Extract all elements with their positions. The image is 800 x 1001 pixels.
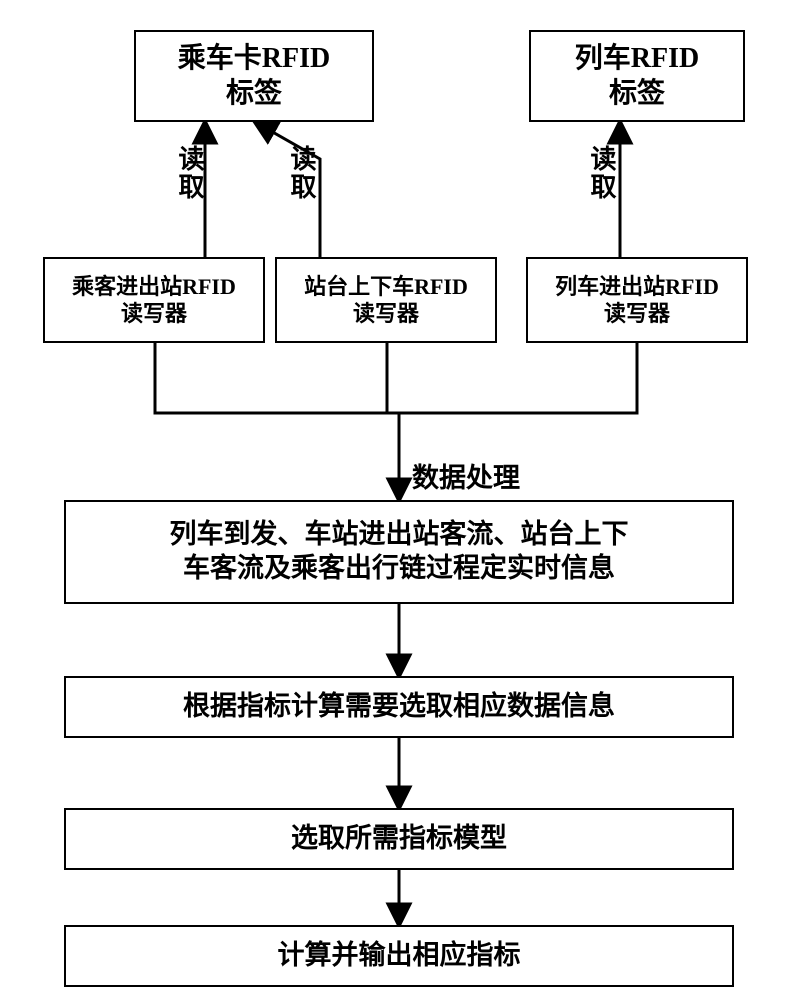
edge-label-read-1: 读取 xyxy=(171,145,208,201)
node-reader-train-inout: 列车进出站RFID读写器 xyxy=(526,257,748,343)
flowchart-canvas: 乘车卡RFID标签 列车RFID标签 乘客进出站RFID读写器 站台上下车RFI… xyxy=(0,0,800,1001)
node-tag-card-rfid: 乘车卡RFID标签 xyxy=(134,30,374,122)
edge-label-data-process: 数据处理 xyxy=(412,456,520,495)
node-label: 选取所需指标模型 xyxy=(291,822,507,856)
node-label: 站台上下车RFID读写器 xyxy=(304,273,468,328)
node-stage-output: 计算并输出相应指标 xyxy=(64,925,734,987)
node-label: 列车进出站RFID读写器 xyxy=(555,273,719,328)
node-label: 列车到发、车站进出站客流、站台上下车客流及乘客出行链过程定实时信息 xyxy=(170,518,629,586)
node-label: 列车RFID标签 xyxy=(575,41,699,111)
node-label: 根据指标计算需要选取相应数据信息 xyxy=(183,690,615,724)
node-stage-select-data: 根据指标计算需要选取相应数据信息 xyxy=(64,676,734,738)
node-stage-realtime-info: 列车到发、车站进出站客流、站台上下车客流及乘客出行链过程定实时信息 xyxy=(64,500,734,604)
edge-label-read-2: 读取 xyxy=(283,145,320,201)
node-reader-platform: 站台上下车RFID读写器 xyxy=(275,257,497,343)
node-reader-passenger-inout: 乘客进出站RFID读写器 xyxy=(43,257,265,343)
edge-label-read-3: 读取 xyxy=(583,145,620,201)
node-stage-select-model: 选取所需指标模型 xyxy=(64,808,734,870)
node-label: 计算并输出相应指标 xyxy=(278,939,521,973)
node-label: 乘车卡RFID标签 xyxy=(178,41,330,111)
node-label: 乘客进出站RFID读写器 xyxy=(72,273,236,328)
node-tag-train-rfid: 列车RFID标签 xyxy=(529,30,745,122)
